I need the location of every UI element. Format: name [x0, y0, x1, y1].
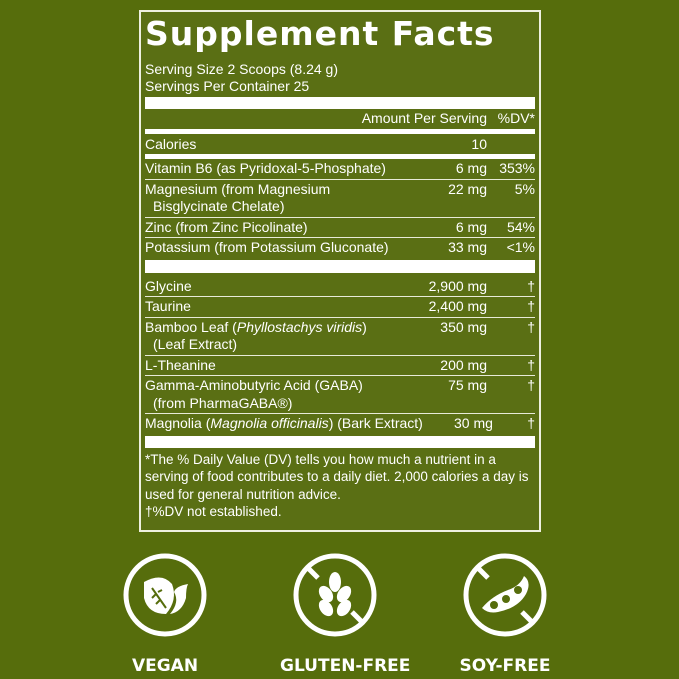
amount: 33 mg	[448, 239, 487, 255]
nutrient-name-line2: (Leaf Extract)	[153, 336, 238, 352]
nutrient-name: Magnolia	[145, 415, 202, 431]
amount: 75 mg	[448, 377, 487, 393]
badge-soy-free: SOY-FREE	[450, 552, 560, 676]
daily-value: †	[527, 415, 535, 431]
amount: 2,900 mg	[428, 277, 487, 294]
daily-value: †	[527, 318, 535, 335]
nutrient-name: L-Theanine	[145, 356, 216, 373]
amount: 200 mg	[440, 356, 487, 373]
nutrient-name: Zinc (from Zinc Picolinate)	[145, 218, 308, 235]
divider	[145, 128, 535, 134]
ingredients-list: Glycine 2,900 mg † Taurine 2,400 mg † Bamboo L…	[145, 277, 535, 434]
calories-row: Calories 10	[145, 135, 487, 152]
daily-value: †	[527, 356, 535, 373]
badge-label: VEGAN	[131, 656, 199, 676]
panel-title: Supplement Facts	[145, 14, 495, 53]
daily-value: †	[527, 298, 535, 314]
daily-value: 54%	[506, 218, 535, 235]
badge-label: SOY-FREE	[459, 656, 551, 676]
divider	[145, 435, 535, 448]
latin-name: Magnolia officinalis	[210, 415, 329, 431]
daily-value: 353%	[499, 160, 535, 176]
nutrient-row: Magnesium (from Magnesium Bisglycinate Ch…	[145, 180, 535, 218]
serving-size: Serving Size 2 Scoops (8.24 g)	[145, 61, 338, 77]
nutrient-row: Bamboo Leaf (Phyllostachys viridis) (Leaf…	[145, 318, 535, 356]
nutrient-name-line2: (from PharmaGABA®)	[153, 394, 293, 411]
nutrient-name: Glycine	[145, 277, 192, 294]
dv-header: %DV*	[497, 110, 535, 126]
nutrient-row: Magnolia (Magnolia officinalis) (Bark Ex…	[145, 415, 535, 431]
badge-vegan: VEGAN	[110, 552, 220, 676]
amount: 30 mg	[454, 415, 493, 431]
supplement-facts-panel: Supplement Facts Serving Size 2 Scoops (…	[139, 10, 541, 532]
divider	[145, 259, 535, 273]
daily-value: 5%	[514, 180, 535, 197]
nutrient-row: Potassium (from Potassium Gluconate) 33 m…	[145, 238, 535, 258]
nutrient-name-line2: Bisglycinate Chelate)	[153, 198, 285, 214]
badge-label: GLUTEN-FREE	[280, 656, 411, 676]
daily-value: †	[527, 377, 535, 393]
nutrient-name: Magnesium (from Magnesium	[145, 180, 331, 197]
nutrient-row: Gamma-Aminobutyric Acid (GABA) (from Phar…	[145, 376, 535, 414]
leaf-icon	[123, 553, 207, 637]
footnote: *The % Daily Value (DV) tells you how mu…	[145, 451, 529, 502]
nutrient-row: Zinc (from Zinc Picolinate) 6 mg 54%	[145, 218, 535, 238]
daily-value: <1%	[506, 239, 535, 255]
amount: 6 mg	[455, 160, 487, 176]
amount-header: Amount Per Serving	[361, 110, 487, 126]
divider	[145, 154, 535, 159]
amount: 22 mg	[448, 180, 487, 197]
nutrient-row: Taurine 2,400 mg †	[145, 297, 535, 318]
amount: 6 mg	[455, 218, 487, 235]
footnote-dagger: †%DV not established.	[145, 504, 282, 519]
nutrient-name: Gamma-Aminobutyric Acid (GABA)	[145, 377, 363, 393]
column-header: Amount Per Serving %DV*	[145, 110, 535, 128]
nutrient-row: Glycine 2,900 mg †	[145, 277, 535, 297]
nutrient-name: Taurine	[145, 298, 191, 314]
amount: 350 mg	[440, 318, 487, 335]
nutrient-name: Bamboo Leaf	[145, 318, 229, 335]
vitamins-list: Vitamin B6 (as Pyridoxal-5-Phosphate) 6 m…	[145, 159, 535, 258]
wheat-crossed-icon	[293, 553, 377, 637]
latin-name: Phyllostachys viridis	[236, 318, 363, 335]
nutrient-row: L-Theanine 200 mg †	[145, 356, 535, 376]
badge-gluten-free: GLUTEN-FREE	[280, 552, 411, 676]
soybean-crossed-icon	[463, 553, 547, 637]
amount: 2,400 mg	[428, 298, 487, 314]
nutrient-name: Potassium (from Potassium Gluconate)	[145, 239, 389, 255]
nutrient-name: Vitamin B6 (as Pyridoxal-5-Phosphate)	[145, 160, 386, 176]
divider	[145, 97, 535, 109]
daily-value: †	[527, 277, 535, 294]
servings-per-container: Servings Per Container 25	[145, 78, 310, 94]
nutrient-row: Vitamin B6 (as Pyridoxal-5-Phosphate) 6 m…	[145, 159, 535, 180]
